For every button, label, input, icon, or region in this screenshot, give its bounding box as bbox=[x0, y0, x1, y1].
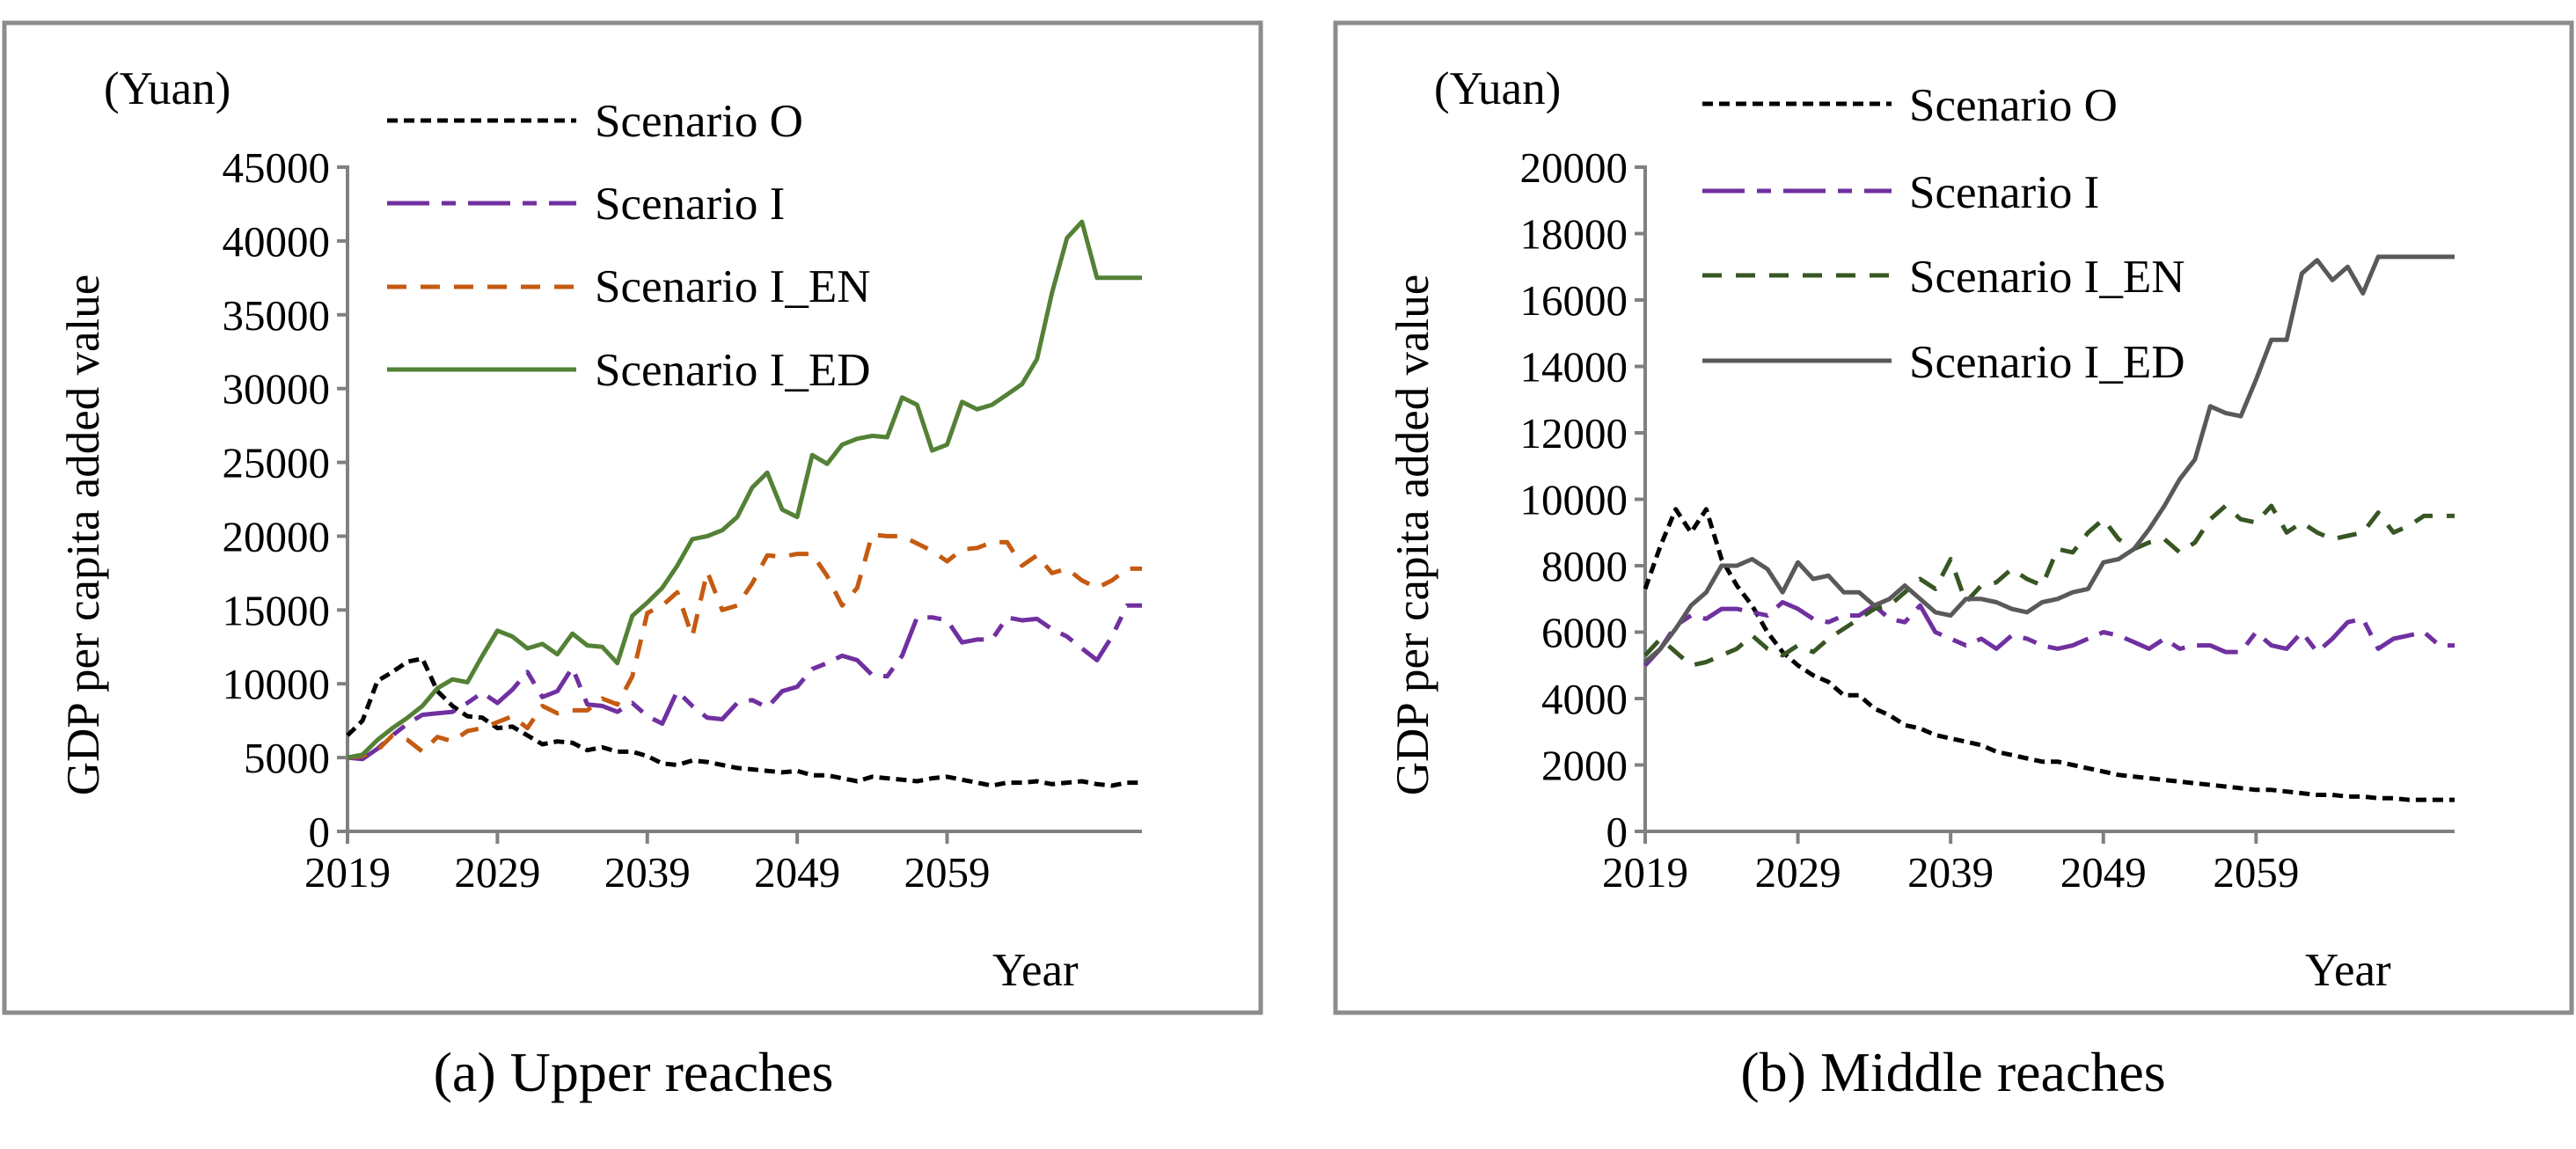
panel-a-series-scenario-i-ed bbox=[347, 219, 1142, 760]
panel-a-legend-label-scenario-o: Scenario O bbox=[595, 96, 803, 147]
panel-b-y-tick-label: 0 bbox=[1606, 808, 1628, 856]
panel-a-legend: Scenario O Scenario I Scenario I_EN Scen… bbox=[387, 96, 870, 396]
panel-b-y-tick-label: 8000 bbox=[1541, 542, 1628, 590]
panel-a-series bbox=[346, 219, 1142, 788]
panel-b-x-tick-label: 2059 bbox=[2213, 848, 2299, 897]
panel-a-x-tick-label: 2039 bbox=[604, 848, 691, 897]
panel-a-axes: 0 5000 10000 15000 20000 25000 30000 35000 40000… bbox=[223, 143, 1142, 897]
panel-b-y-axis-title: GDP per capita added value bbox=[1387, 274, 1438, 796]
panel-b-y-tick-label: 12000 bbox=[1520, 409, 1628, 457]
panel-b-x-tick-label: 2039 bbox=[1907, 848, 1994, 897]
panel-b-axes: 0 2000 4000 6000 8000 10000 12000 14000 16000 180… bbox=[1520, 143, 2455, 897]
panel-a-y-tick-label: 10000 bbox=[223, 660, 331, 708]
panel-a-y-axis-title: GDP per capita added value bbox=[58, 274, 109, 796]
panel-a-y-tick-label: 0 bbox=[309, 808, 331, 856]
panel-b-legend-label-scenario-i-en: Scenario I_EN bbox=[1909, 252, 2184, 303]
panel-a-x-tick-label: 2029 bbox=[454, 848, 540, 897]
panel-b-y-tick-label: 20000 bbox=[1520, 143, 1628, 192]
panel-a-legend-label-scenario-i-ed: Scenario I_ED bbox=[595, 345, 870, 396]
panel-middle-reaches: (Yuan) GDP per capita added value Year 0… bbox=[1333, 20, 2574, 1015]
panel-b-legend-label-scenario-o: Scenario O bbox=[1909, 80, 2118, 131]
panel-a-x-axis-title: Year bbox=[992, 945, 1079, 996]
panel-a-frame bbox=[2, 20, 1263, 1015]
panel-a-y-tick-label: 20000 bbox=[223, 512, 331, 560]
panel-a-series-scenario-o bbox=[346, 656, 1142, 788]
panel-a-x-tick-label: 2049 bbox=[754, 848, 840, 897]
panel-b-series-scenario-o bbox=[1643, 507, 2455, 802]
panel-a-y-tick-label: 30000 bbox=[223, 365, 331, 413]
panel-b-y-tick-label: 2000 bbox=[1541, 742, 1628, 790]
panel-upper-reaches: (Yuan) GDP per capita added value Year 0… bbox=[2, 20, 1263, 1015]
panel-b-x-axis-title: Year bbox=[2305, 945, 2391, 996]
panel-b-unit-label: (Yuan) bbox=[1434, 63, 1561, 114]
panel-a-y-tick-label: 25000 bbox=[223, 439, 331, 487]
panel-b-series-scenario-i-en bbox=[1643, 503, 2455, 668]
panel-b-y-tick-label: 14000 bbox=[1520, 343, 1628, 392]
panel-b-x-tick-label: 2029 bbox=[1755, 848, 1841, 897]
panel-b-series-scenario-i bbox=[1643, 600, 2455, 667]
panel-a-y-tick-label: 40000 bbox=[223, 217, 331, 266]
panel-a-legend-label-scenario-i: Scenario I bbox=[595, 179, 785, 230]
panel-a-series-scenario-i-en bbox=[347, 532, 1142, 760]
panel-b-y-tick-label: 18000 bbox=[1520, 210, 1628, 259]
panel-a-y-tick-label: 15000 bbox=[223, 586, 331, 634]
panel-b-series-scenario-i-ed bbox=[1643, 254, 2455, 664]
panel-a-y-tick-label: 35000 bbox=[223, 291, 331, 340]
panel-a-y-tick-label: 45000 bbox=[223, 143, 331, 192]
panel-b-legend-label-scenario-i: Scenario I bbox=[1909, 167, 2099, 218]
panel-b-legend: Scenario O Scenario I Scenario I_EN Scen… bbox=[1702, 80, 2184, 388]
panel-b-y-tick-label: 6000 bbox=[1541, 609, 1628, 657]
panel-b-x-tick-label: 2049 bbox=[2060, 848, 2147, 897]
panel-a-y-tick-label: 5000 bbox=[244, 734, 330, 782]
panel-b-x-tick-label: 2019 bbox=[1602, 848, 1688, 897]
panel-b-y-tick-label: 10000 bbox=[1520, 476, 1628, 524]
panel-a-legend-label-scenario-i-en: Scenario I_EN bbox=[595, 261, 870, 312]
panel-a-x-tick-label: 2059 bbox=[904, 848, 991, 897]
panel-a-unit-label: (Yuan) bbox=[104, 63, 231, 114]
panel-b-y-tick-label: 16000 bbox=[1520, 276, 1628, 325]
caption-middle-reaches: (b) Middle reaches bbox=[1740, 1041, 2165, 1103]
panel-b-legend-label-scenario-i-ed: Scenario I_ED bbox=[1909, 337, 2184, 388]
panel-b-frame bbox=[1333, 20, 2574, 1015]
panel-b-y-tick-label: 4000 bbox=[1541, 675, 1628, 723]
caption-upper-reaches: (a) Upper reaches bbox=[434, 1041, 834, 1103]
panel-b-series bbox=[1643, 254, 2455, 802]
panel-a-x-tick-label: 2019 bbox=[304, 848, 391, 897]
